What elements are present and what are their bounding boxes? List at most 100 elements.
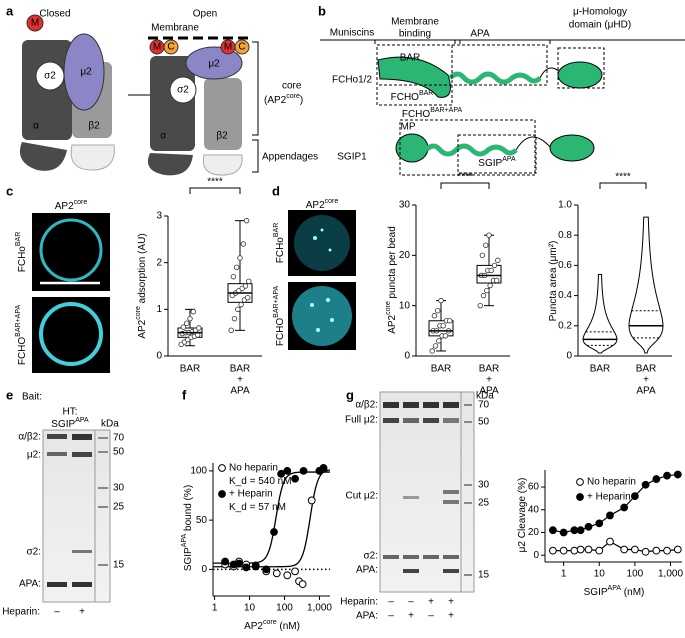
marker-label: 15 [478, 570, 490, 581]
gel-label: APA: [356, 611, 378, 622]
gel-g [379, 391, 475, 593]
lane-sign: + [428, 597, 434, 608]
lane-sign: + [448, 611, 454, 622]
data-point [652, 475, 661, 483]
band-label: σ2: [363, 551, 378, 562]
y-tick-label: 1 [156, 304, 162, 315]
y-tick-label: 3 [156, 211, 162, 222]
chart [209, 463, 331, 600]
panel-label: c [6, 183, 13, 198]
legend-label: + Heparin [229, 489, 273, 500]
micrographs-c [32, 213, 110, 373]
text-part: core [385, 301, 392, 315]
lane-sign: – [54, 607, 60, 618]
data-point [488, 267, 494, 274]
text-part: FCHO [402, 109, 431, 120]
subunit-label: M [224, 42, 232, 53]
legend-marker [576, 493, 584, 501]
y-axis-label: SGIPAPA bound (%) [181, 485, 193, 571]
gel-label: Heparin: [340, 597, 378, 608]
band-label: APA: [19, 579, 41, 590]
x-axis-label: SGIPAPA (nM) [584, 585, 645, 597]
data-point [233, 264, 240, 271]
y-tick-label: 30 [399, 200, 411, 211]
y-axis-label: μ2 Cleavage (%) [517, 478, 528, 553]
marker-label: 25 [478, 498, 490, 509]
data-point [576, 545, 585, 554]
text-part: AP2 [387, 314, 398, 333]
data-point [190, 308, 196, 315]
core-label: (AP2core) [264, 93, 303, 105]
data-point [240, 241, 246, 247]
gel-label: kDa [476, 391, 494, 402]
data-point [673, 545, 682, 554]
subunit-label: C [238, 42, 245, 53]
state-label: Open [193, 9, 217, 20]
protein-label: SGIP1 [337, 152, 367, 163]
data-point [606, 537, 614, 546]
subunit-label: β2 [88, 121, 100, 132]
significance-bracket [440, 182, 490, 189]
x-tick-label: BAR [230, 364, 251, 375]
data-point [238, 301, 244, 308]
text-part: BAR+APA [273, 286, 280, 318]
data-point [491, 262, 498, 269]
data-point [652, 546, 661, 555]
data-point [246, 278, 252, 285]
text-part: SGIP [183, 547, 194, 571]
y-tick-label: 2 [156, 257, 162, 268]
significance: **** [615, 172, 631, 183]
data-point [221, 557, 230, 566]
header: binding [399, 29, 431, 40]
panel-label: e [6, 387, 13, 402]
data-point [244, 294, 251, 301]
subunit-label: α [33, 121, 39, 132]
data-point [440, 323, 446, 329]
data-point [299, 466, 308, 475]
x-tick-label: + [237, 375, 243, 386]
domain-label: FCHOBAR+APA [402, 107, 463, 119]
chart [541, 470, 682, 566]
data-point [630, 545, 639, 554]
text-part: (nM) [277, 621, 300, 632]
x-tick-label: + [486, 375, 492, 386]
image-row-label: FCHOBAR+APA [273, 286, 285, 347]
lane-sign: – [408, 597, 414, 608]
data-point [494, 277, 500, 284]
kd-label: K_d = 57 nM [229, 502, 286, 513]
data-point [606, 511, 614, 520]
text-part: AP2 [244, 621, 263, 632]
gel-label: Bait: [22, 392, 42, 403]
subunit-label: σ2 [177, 85, 189, 96]
kd-label: K_d = 540 nM [229, 476, 292, 487]
header: domain (μHD) [569, 20, 631, 31]
header: Muniscins [330, 28, 374, 39]
band-label: α/β2: [18, 432, 41, 443]
text-part: APA [75, 417, 89, 424]
data-point [641, 547, 650, 556]
ap2-closed [19, 14, 115, 171]
text-part: core [135, 306, 142, 320]
x-tick-label: 100 [627, 569, 644, 580]
data-point [559, 528, 568, 537]
x-tick-label: BAR [180, 364, 201, 375]
text-part: AP2 [137, 319, 148, 338]
chart [412, 182, 510, 357]
muniscin-diagram [320, 39, 685, 176]
y-tick-label: 60 [528, 482, 540, 493]
text-part: APA [181, 533, 188, 547]
text-part: BAR [273, 223, 280, 237]
data-point [429, 348, 435, 354]
y-tick-label: 0 [404, 351, 410, 362]
kd-unit: nM [275, 476, 292, 487]
data-point [231, 315, 238, 322]
y-tick-label: 20 [399, 250, 411, 261]
data-point [283, 571, 292, 580]
x-tick-label: 1,000 [307, 603, 332, 614]
subunit-label: β2 [216, 131, 228, 142]
x-tick-label: BAR [590, 364, 611, 375]
marker-label: 70 [113, 433, 125, 444]
x-tick-label: 10 [244, 603, 256, 614]
x-tick-label: APA [230, 386, 250, 397]
significance: **** [457, 172, 473, 183]
